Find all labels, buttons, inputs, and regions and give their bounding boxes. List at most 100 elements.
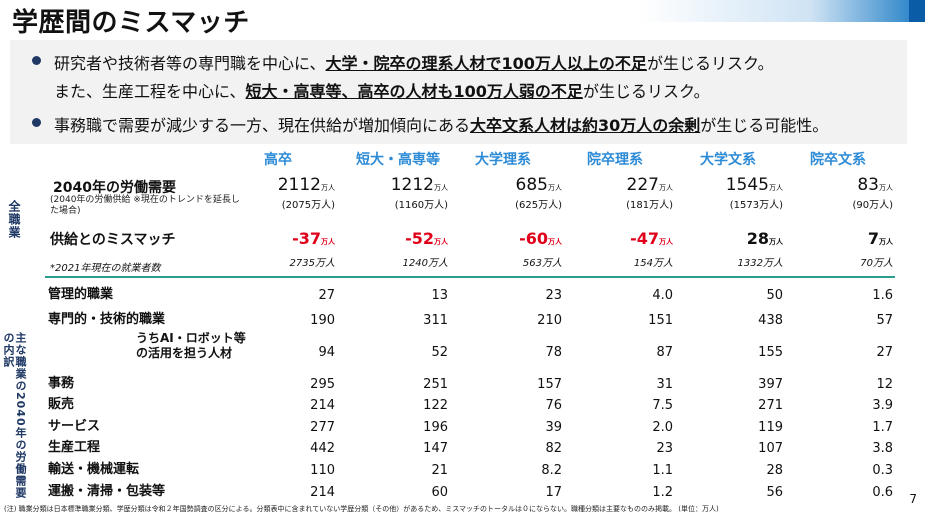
demand-value: 2112万人 bbox=[277, 175, 335, 195]
job-value: 8.2 bbox=[541, 463, 562, 478]
job-value: 87 bbox=[656, 345, 673, 360]
column-header: 大学文系 bbox=[700, 152, 756, 168]
job-label: 生産工程 bbox=[48, 440, 101, 455]
section-divider bbox=[45, 276, 895, 278]
demand-value: 1212万人 bbox=[390, 175, 448, 195]
employed-2021-value: 2735万人 bbox=[289, 258, 335, 269]
job-value: 190 bbox=[310, 313, 335, 328]
column-header: 院卒理系 bbox=[587, 152, 643, 168]
job-value: 214 bbox=[310, 398, 335, 413]
job-value: 0.3 bbox=[872, 463, 893, 478]
job-value: 50 bbox=[766, 288, 783, 303]
job-value: 94 bbox=[318, 345, 335, 360]
job-label: サービス bbox=[48, 419, 101, 434]
job-value: 1.6 bbox=[872, 288, 893, 303]
mismatch-value: 28万人 bbox=[746, 229, 783, 248]
summary-bullet-2: 事務職で需要が減少する一方、現在供給が増加傾向にある大卒文系人材は約30万人の余… bbox=[32, 112, 828, 136]
demand-unit: 万人 bbox=[548, 184, 562, 192]
job-label: 販売 bbox=[48, 397, 75, 412]
demand-unit: 万人 bbox=[659, 184, 673, 192]
demand-unit: 万人 bbox=[879, 184, 893, 192]
column-header: 高卒 bbox=[264, 152, 292, 168]
mismatch-value: 7万人 bbox=[867, 229, 893, 248]
job-value: 271 bbox=[758, 398, 783, 413]
employed-2021-label: *2021年現在の就業者数 bbox=[50, 263, 161, 274]
labor-demand-sublabel: (2040年の労働供給 ※現在のトレンドを延長した場合) bbox=[50, 195, 240, 216]
demand-unit: 万人 bbox=[769, 184, 783, 192]
job-value: 0.6 bbox=[872, 485, 893, 500]
job-label: 輸送・機械運転 bbox=[48, 462, 140, 477]
demand-value: 1545万人 bbox=[725, 175, 783, 195]
job-value: 28 bbox=[766, 463, 783, 478]
job-value: 3.8 bbox=[872, 441, 893, 456]
job-value: 196 bbox=[423, 420, 448, 435]
demand-unit: 万人 bbox=[434, 184, 448, 192]
employed-2021-value: 563万人 bbox=[522, 258, 562, 269]
job-value: 17 bbox=[545, 485, 562, 500]
footnote: (注) 職業分類は日本標準職業分類、学歴分類は令和２年国勢調査の区分による。分類… bbox=[4, 505, 719, 513]
mismatch-unit: 万人 bbox=[879, 238, 893, 246]
column-header: 大学理系 bbox=[475, 152, 531, 168]
page-title: 学歴間のミスマッチ bbox=[12, 8, 250, 38]
job-label: 管理的職業 bbox=[48, 287, 114, 302]
job-value: 2.0 bbox=[652, 420, 673, 435]
demand-unit: 万人 bbox=[321, 184, 335, 192]
job-value: 12 bbox=[876, 377, 893, 392]
job-value: 3.9 bbox=[872, 398, 893, 413]
column-header: 短大・高専等 bbox=[356, 152, 440, 168]
job-value: 39 bbox=[545, 420, 562, 435]
job-value: 1.2 bbox=[652, 485, 673, 500]
supply-value: (2075万人) bbox=[281, 200, 335, 211]
job-value: 157 bbox=[537, 377, 562, 392]
mismatch-value: -37万人 bbox=[292, 229, 335, 248]
mismatch-value: -47万人 bbox=[630, 229, 673, 248]
job-value: 107 bbox=[758, 441, 783, 456]
job-value: 82 bbox=[545, 441, 562, 456]
job-value: 78 bbox=[545, 345, 562, 360]
job-value: 122 bbox=[423, 398, 448, 413]
job-value: 214 bbox=[310, 485, 335, 500]
job-value: 60 bbox=[431, 485, 448, 500]
job-label: 専門的・技術的職業 bbox=[48, 312, 166, 327]
mismatch-unit: 万人 bbox=[659, 238, 673, 246]
job-value: 155 bbox=[758, 345, 783, 360]
job-label: 事務 bbox=[48, 376, 75, 391]
job-value: 277 bbox=[310, 420, 335, 435]
employed-2021-value: 154万人 bbox=[633, 258, 673, 269]
side-label-all-jobs: 全職業 bbox=[7, 200, 21, 239]
job-value: 13 bbox=[431, 288, 448, 303]
job-value: 76 bbox=[545, 398, 562, 413]
job-value: 52 bbox=[431, 345, 448, 360]
demand-value: 83万人 bbox=[857, 175, 893, 195]
job-value: 57 bbox=[876, 313, 893, 328]
column-header: 院卒文系 bbox=[810, 152, 866, 168]
job-value: 27 bbox=[318, 288, 335, 303]
job-value: 311 bbox=[423, 313, 448, 328]
demand-value: 685万人 bbox=[515, 175, 562, 195]
job-value: 31 bbox=[656, 377, 673, 392]
side-label-main-jobs: 主な職業の2040年の労働需要の内訳 bbox=[2, 332, 27, 499]
mismatch-value: -60万人 bbox=[519, 229, 562, 248]
job-value: 23 bbox=[656, 441, 673, 456]
employed-2021-value: 70万人 bbox=[860, 258, 893, 269]
job-value: 7.5 bbox=[652, 398, 673, 413]
mismatch-unit: 万人 bbox=[769, 238, 783, 246]
job-value: 210 bbox=[537, 313, 562, 328]
job-value: 27 bbox=[876, 345, 893, 360]
job-value: 251 bbox=[423, 377, 448, 392]
job-value: 438 bbox=[758, 313, 783, 328]
supply-value: (1160万人) bbox=[394, 200, 448, 211]
mismatch-unit: 万人 bbox=[321, 238, 335, 246]
job-value: 397 bbox=[758, 377, 783, 392]
job-value: 151 bbox=[648, 313, 673, 328]
job-value: 110 bbox=[310, 463, 335, 478]
job-value: 23 bbox=[545, 288, 562, 303]
supply-value: (1573万人) bbox=[729, 200, 783, 211]
mismatch-unit: 万人 bbox=[548, 238, 562, 246]
job-value: 147 bbox=[423, 441, 448, 456]
employed-2021-value: 1332万人 bbox=[737, 258, 783, 269]
supply-value: (90万人) bbox=[852, 200, 893, 211]
supply-value: (625万人) bbox=[515, 200, 562, 211]
summary-box: 研究者や技術者等の専門職を中心に、大学・院卒の理系人材で100万人以上の不足が生… bbox=[10, 40, 907, 144]
labor-demand-label: 2040年の労働需要 bbox=[53, 180, 176, 196]
